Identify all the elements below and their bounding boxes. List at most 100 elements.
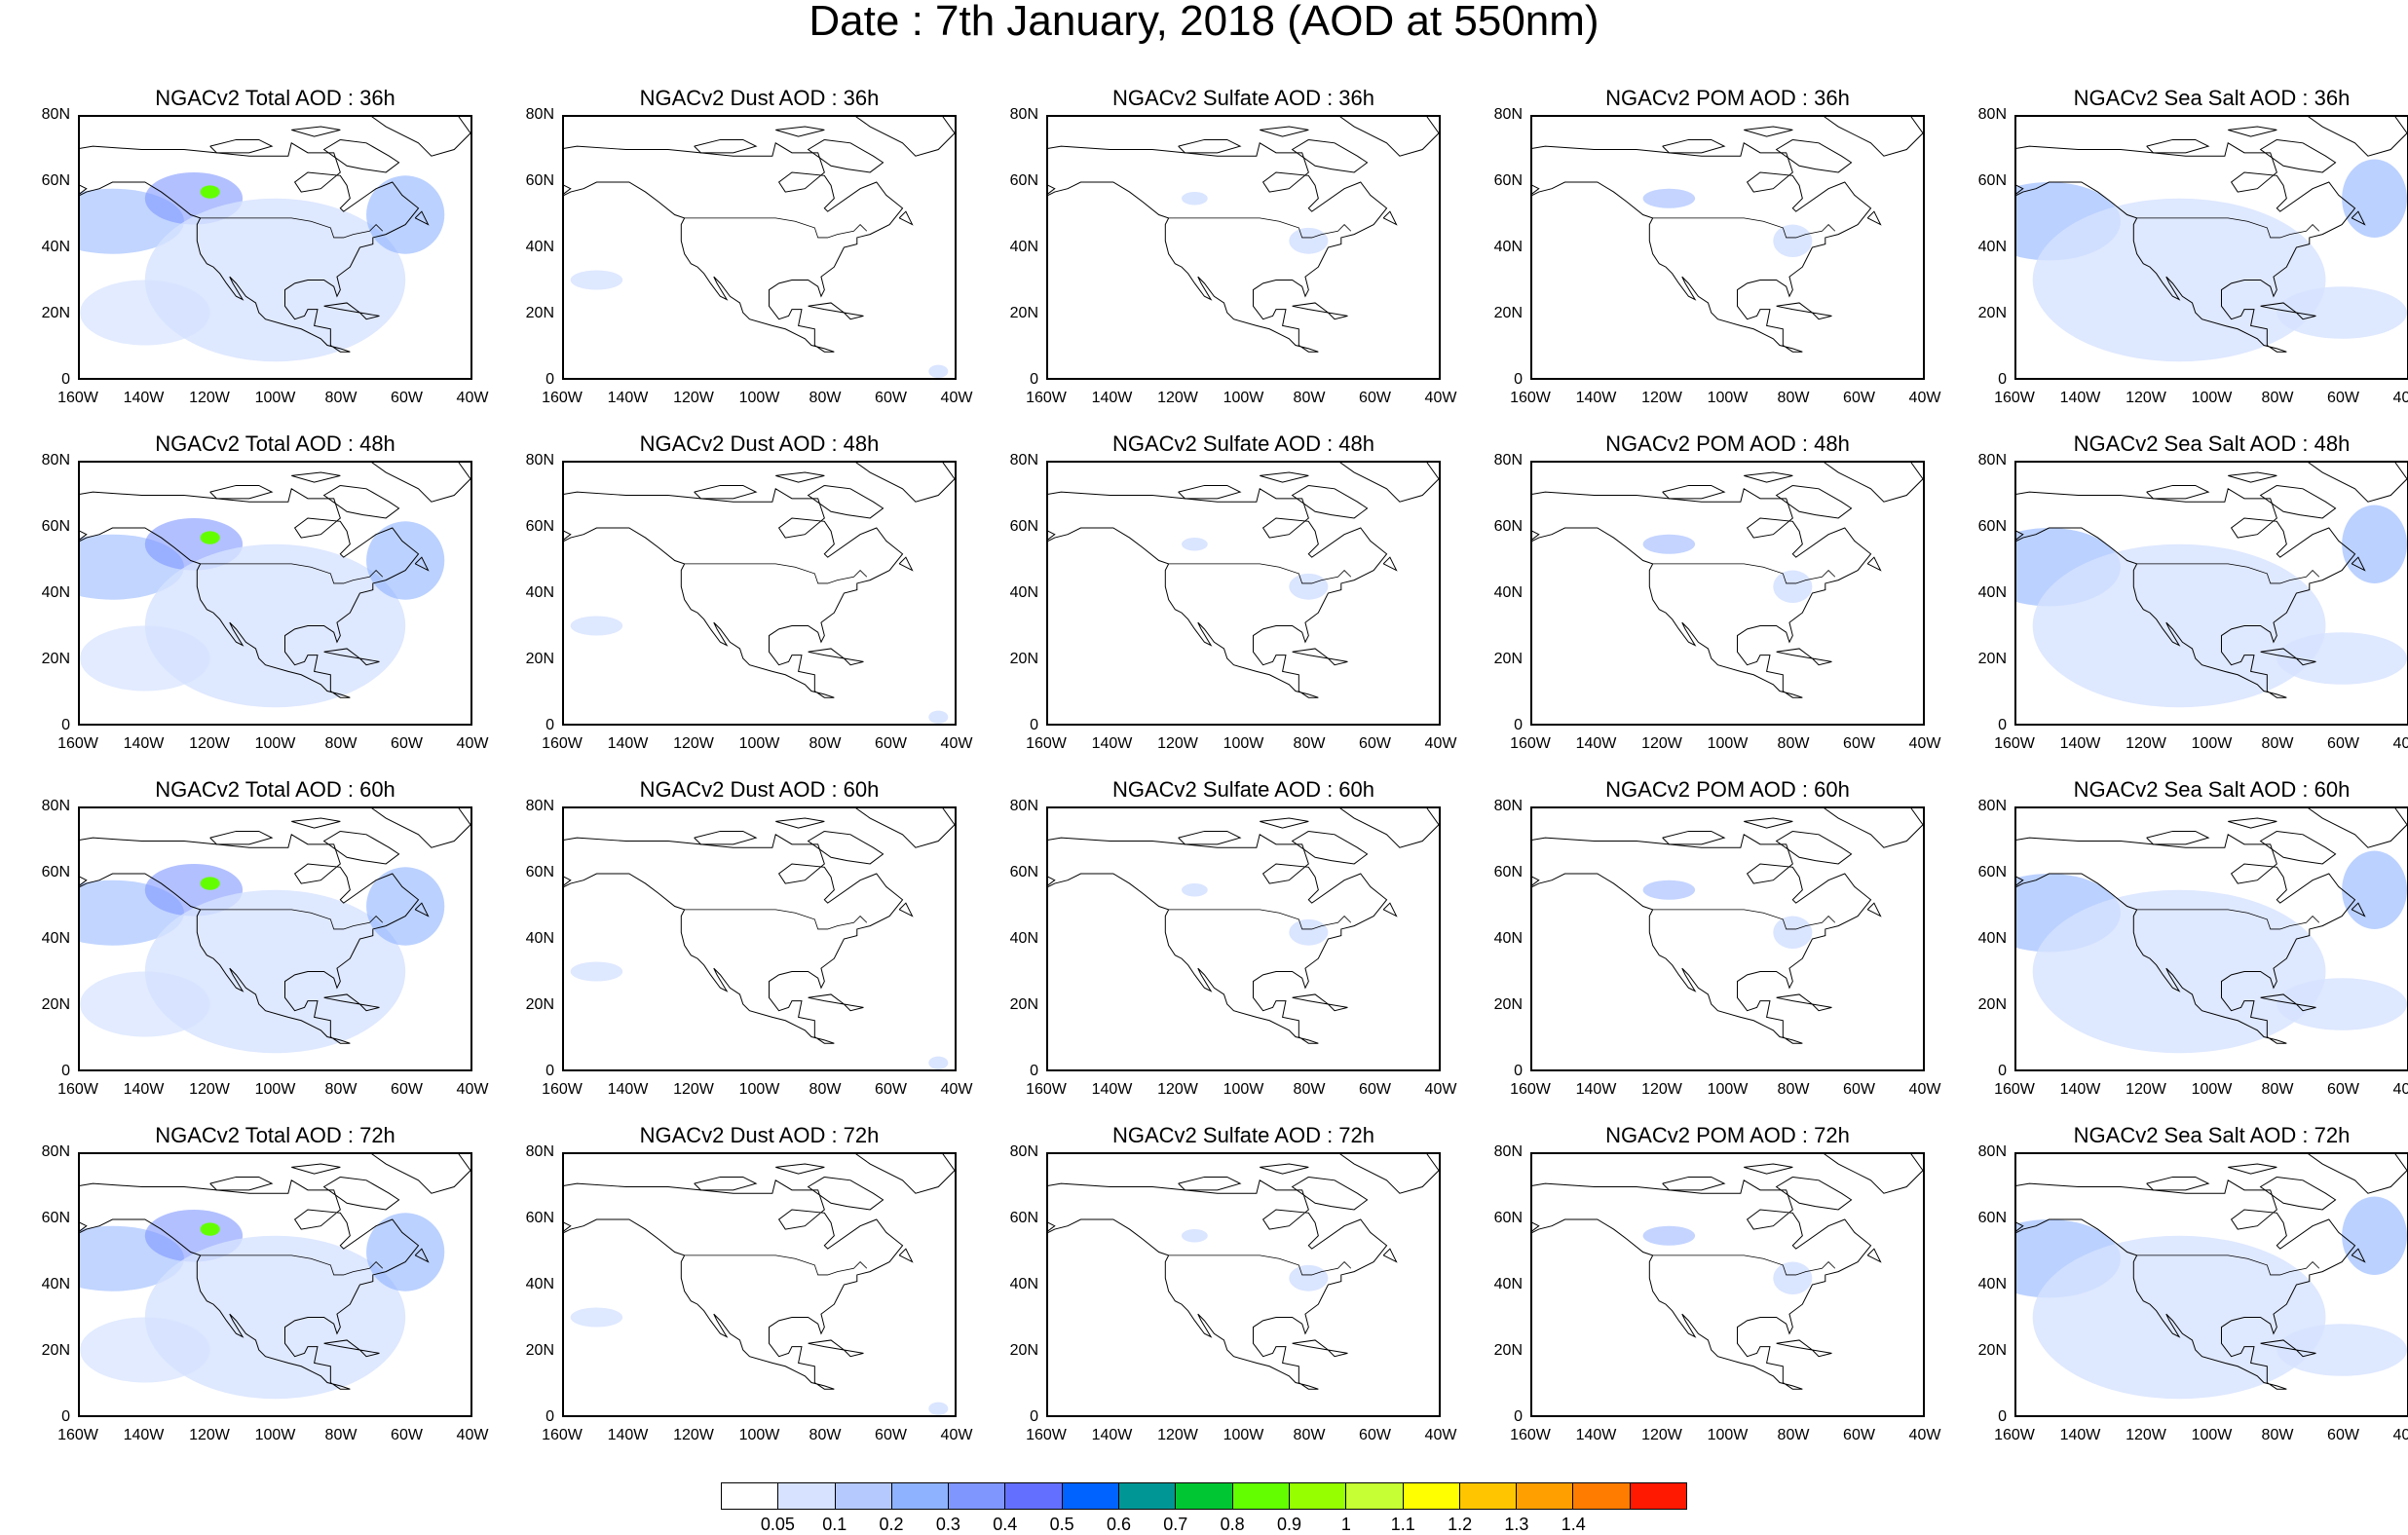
island-outline: [1775, 1176, 1853, 1211]
lat-tick-label: 80N: [525, 1143, 554, 1160]
island-outline: [844, 312, 864, 320]
lon-tick-label: 40W: [1908, 1081, 1941, 1098]
island-outline: [322, 138, 400, 173]
colorbar-label: 1.2: [1448, 1515, 1473, 1534]
lat-tick-label: 20N: [1977, 996, 2007, 1013]
lon-tick-label: 60W: [391, 390, 423, 406]
coastline: [1532, 1179, 1872, 1390]
coastline: [2016, 1179, 2356, 1390]
lon-tick-label: 60W: [2327, 1081, 2359, 1098]
lon-tick-label: 80W: [2261, 390, 2294, 406]
lon-tick-label: 160W: [1026, 1081, 1067, 1098]
island-outline: [807, 1176, 884, 1211]
aod-plume: [1773, 1261, 1813, 1295]
lon-tick-label: 120W: [1157, 1081, 1198, 1098]
lat-tick-label: 80N: [1493, 452, 1523, 468]
lat-tick-label: 40N: [41, 239, 70, 255]
lon-tick-label: 100W: [1223, 390, 1264, 406]
country-border: [1168, 217, 1352, 239]
lat-tick-label: 20N: [1009, 1342, 1038, 1359]
island-outline: [2308, 1154, 2407, 1194]
lon-tick-label: 140W: [1091, 1081, 1133, 1098]
colorbar-swatch: [1630, 1483, 1687, 1509]
colorbar-label: 0.6: [1106, 1515, 1131, 1534]
island-outline: [359, 657, 380, 666]
island-outline: [371, 808, 470, 848]
lon-tick-label: 120W: [189, 735, 230, 752]
lon-tick-label: 160W: [1994, 1427, 2035, 1443]
colorbar-swatch: [949, 1483, 1006, 1509]
lon-tick-label: 80W: [1293, 390, 1326, 406]
lon-tick-label: 100W: [1707, 735, 1749, 752]
panel-title: NGACv2 Dust AOD : 60h: [639, 777, 880, 802]
lat-tick-label: 0: [1998, 371, 2007, 388]
lon-tick-label: 140W: [1575, 1081, 1617, 1098]
panel-title: NGACv2 Sulfate AOD : 48h: [1111, 431, 1375, 456]
lon-tick-label: 40W: [940, 735, 973, 752]
island-outline: [1776, 648, 1813, 659]
lat-tick-label: 60N: [41, 1210, 70, 1226]
island-outline: [209, 138, 274, 154]
lon-tick-label: 140W: [2059, 390, 2101, 406]
island-outline: [1178, 1176, 1242, 1191]
aod-map: [1530, 1152, 1925, 1417]
island-outline: [694, 830, 758, 845]
aod-plume: [2032, 543, 2326, 708]
lat-tick-label: 20N: [525, 651, 554, 667]
coastline: [564, 1179, 904, 1390]
island-outline: [414, 556, 430, 572]
lon-tick-label: 60W: [875, 735, 907, 752]
lon-tick-label: 60W: [391, 1081, 423, 1098]
island-outline: [1382, 902, 1398, 917]
island-outline: [2351, 556, 2366, 572]
island-outline: [1382, 1248, 1398, 1263]
lon-tick-label: 60W: [875, 1081, 907, 1098]
aod-map: [562, 461, 957, 726]
lat-tick-label: 80N: [41, 106, 70, 123]
aod-plume: [1773, 916, 1813, 950]
lat-tick-label: 0: [546, 1063, 554, 1079]
aod-map: [562, 1152, 957, 1417]
lon-tick-label: 60W: [1359, 735, 1391, 752]
lat-tick-label: 20N: [525, 305, 554, 321]
lat-tick-label: 80N: [1009, 798, 1038, 814]
island-outline: [1776, 302, 1813, 314]
aod-plume: [1182, 1229, 1208, 1243]
lon-tick-label: 60W: [1843, 1081, 1875, 1098]
lon-tick-label: 120W: [1641, 390, 1682, 406]
lon-tick-label: 160W: [1510, 735, 1551, 752]
lat-tick-label: 0: [1030, 371, 1038, 388]
lon-tick-label: 40W: [940, 390, 973, 406]
aod-plume: [1773, 570, 1813, 604]
aod-plume: [144, 543, 406, 708]
lat-tick-label: 0: [61, 1408, 70, 1425]
aod-plume: [570, 616, 623, 636]
aod-plume: [1642, 534, 1696, 554]
lon-tick-label: 40W: [456, 735, 489, 752]
colorbar-swatch: [891, 1483, 950, 1509]
panel-title: NGACv2 Sea Salt AOD : 48h: [2073, 431, 2351, 456]
lat-tick-label: 0: [1998, 1063, 2007, 1079]
island-outline: [291, 126, 341, 137]
aod-plume: [1289, 227, 1329, 254]
aod-plume: [928, 364, 949, 378]
lat-tick-label: 0: [1514, 1063, 1523, 1079]
lat-tick-label: 80N: [1009, 1143, 1038, 1160]
island-outline: [1776, 993, 1813, 1005]
island-outline: [1292, 1339, 1329, 1351]
island-outline: [1866, 902, 1882, 917]
lon-tick-label: 160W: [542, 1081, 583, 1098]
aod-map: [78, 461, 472, 726]
island-outline: [2259, 1176, 2337, 1211]
coastline: [1532, 834, 1872, 1044]
lat-tick-label: 80N: [525, 106, 554, 123]
island-outline: [414, 902, 430, 917]
island-outline: [1812, 1349, 1832, 1358]
island-outline: [1339, 808, 1439, 848]
island-outline: [1744, 471, 1793, 483]
aod-map: [1530, 461, 1925, 726]
lon-tick-label: 60W: [875, 390, 907, 406]
lon-tick-label: 160W: [1994, 1081, 2035, 1098]
map-panel: NGACv2 Dust AOD : 36h 80N 60N 40N 20N 0 160W 14…: [484, 86, 973, 412]
lon-tick-label: 120W: [1157, 390, 1198, 406]
